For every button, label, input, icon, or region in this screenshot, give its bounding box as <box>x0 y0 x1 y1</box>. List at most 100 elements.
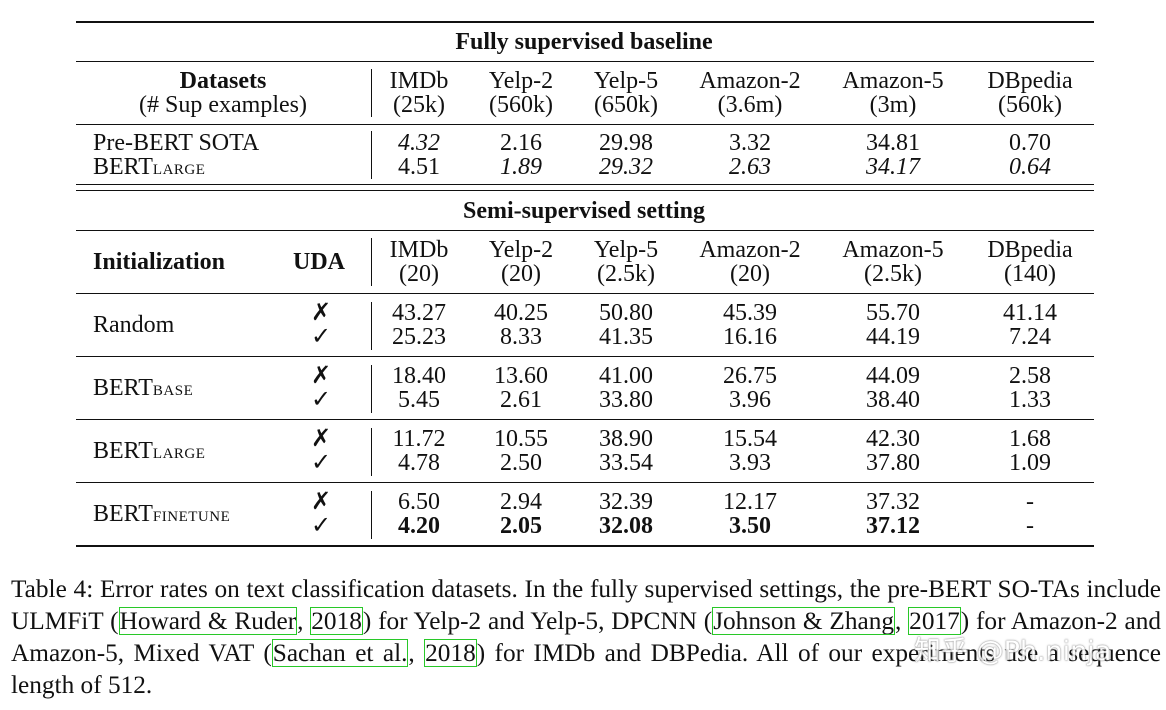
top-dataset-size: (25k) <box>393 92 445 118</box>
rule-group-3 <box>76 482 1094 483</box>
citation-year-2017[interactable]: 2017 <box>908 607 961 635</box>
uda-heading: UDA <box>293 249 345 275</box>
check-mark: ✓ <box>310 324 332 350</box>
cell-uda: 32.08 <box>599 513 653 539</box>
cell-uda: 25.23 <box>392 324 446 350</box>
top-row-label: BERTLARGE <box>93 155 205 182</box>
cell-no-uda: 13.60 <box>494 363 548 389</box>
cell-no-uda: 1.68 <box>1009 426 1051 452</box>
watermark: 知乎 @Ph.ninja <box>914 636 1112 667</box>
group-label-subscript: FINETUNE <box>152 509 231 525</box>
cross-mark: ✗ <box>310 426 332 452</box>
citation-sachan-et-al[interactable]: Sachan et al. <box>271 639 409 667</box>
cell-no-uda: 12.17 <box>723 489 777 515</box>
top-dataset-name: Amazon-2 <box>699 68 801 94</box>
top-cell: 2.16 <box>500 130 542 156</box>
cell-uda: 2.50 <box>500 450 542 476</box>
cell-uda: 5.45 <box>398 387 440 413</box>
sep-group-1 <box>371 302 372 350</box>
cell-uda: 1.09 <box>1009 450 1051 476</box>
cell-uda: 3.93 <box>729 450 771 476</box>
cell-no-uda: 32.39 <box>599 489 653 515</box>
citation-johnson-zhang[interactable]: Johnson & Zhang <box>712 607 896 635</box>
datasets-heading: Datasets <box>179 68 267 94</box>
cell-no-uda: 15.54 <box>723 426 777 452</box>
top-dataset-size: (3m) <box>869 92 917 118</box>
bottom-dataset-size: (20) <box>501 261 541 287</box>
citation-year-2018-a[interactable]: 2018 <box>310 607 363 635</box>
cell-no-uda: 18.40 <box>392 363 446 389</box>
bottom-dataset-name: DBpedia <box>987 237 1073 263</box>
rule-under-header-1 <box>76 124 1094 125</box>
rule-group-2 <box>76 419 1094 420</box>
bottom-dataset-name: Amazon-2 <box>699 237 801 263</box>
bottom-dataset-size: (2.5k) <box>597 261 655 287</box>
cell-no-uda: 41.14 <box>1003 300 1057 326</box>
sup-examples-heading: (# Sup examples) <box>139 92 307 118</box>
cell-no-uda: 44.09 <box>866 363 920 389</box>
cell-no-uda: 26.75 <box>723 363 777 389</box>
group-label: BERTLARGE <box>93 439 205 466</box>
group-label-text: BERT <box>93 375 153 401</box>
top-dataset-size: (560k) <box>998 92 1062 118</box>
top-cell: 4.51 <box>398 154 440 180</box>
caption-text-1: Table 4: Error rates on text classificat… <box>11 575 1161 635</box>
top-row-label: Pre-BERT SOTA <box>93 130 260 156</box>
cell-no-uda: 43.27 <box>392 300 446 326</box>
sep-header-1 <box>371 69 372 117</box>
bottom-section-title: Semi-supervised setting <box>463 198 705 224</box>
top-dataset-name: Yelp-2 <box>488 68 554 94</box>
citation-howard-ruder[interactable]: Howard & Ruder <box>118 607 298 635</box>
sep-group-4 <box>371 491 372 539</box>
group-label: BERTFINETUNE <box>93 502 230 529</box>
cell-uda: 3.96 <box>729 387 771 413</box>
group-label: Random <box>93 312 175 338</box>
cell-uda: 38.40 <box>866 387 920 413</box>
double-rule-a <box>76 184 1094 185</box>
cell-no-uda: 41.00 <box>599 363 653 389</box>
cell-no-uda: 10.55 <box>494 426 548 452</box>
caption-sep-2: , <box>895 607 909 635</box>
top-dataset-size: (560k) <box>489 92 553 118</box>
top-rule <box>76 21 1094 23</box>
cell-no-uda: 2.94 <box>500 489 542 515</box>
caption-text-2: ) for Yelp-2 and Yelp-5, DPCNN ( <box>362 607 713 635</box>
top-dataset-name: Yelp-5 <box>593 68 659 94</box>
cross-mark: ✗ <box>310 363 332 389</box>
rule-under-title-1 <box>76 61 1094 62</box>
cell-uda: 33.54 <box>599 450 653 476</box>
cell-no-uda: 42.30 <box>866 426 920 452</box>
top-cell: 29.32 <box>599 154 653 180</box>
cell-no-uda: 38.90 <box>599 426 653 452</box>
caption-text-4: ) for IMDb and DBPedia. All of our exper… <box>11 639 1161 699</box>
group-label-subscript: LARGE <box>152 446 206 462</box>
check-mark: ✓ <box>310 387 332 413</box>
top-dataset-name: Amazon-5 <box>842 68 944 94</box>
citation-year-2018-b[interactable]: 2018 <box>424 639 477 667</box>
rule-under-title-2 <box>76 230 1094 231</box>
group-label-text: BERT <box>93 438 153 464</box>
cell-uda: 41.35 <box>599 324 653 350</box>
cell-uda: - <box>1026 513 1034 539</box>
top-cell: 3.32 <box>729 130 771 156</box>
top-cell: 0.64 <box>1009 154 1051 180</box>
bottom-dataset-size: (140) <box>1004 261 1056 287</box>
top-cell: 2.63 <box>729 154 771 180</box>
sep-header-2 <box>371 238 372 286</box>
caption-text-3: ) for Amazon-2 and Amazon-5, Mixed VAT ( <box>11 607 1161 667</box>
check-mark: ✓ <box>310 450 332 476</box>
bottom-rule <box>76 545 1094 547</box>
cell-uda: 7.24 <box>1009 324 1051 350</box>
rule-under-header-2 <box>76 293 1094 294</box>
bottom-dataset-size: (20) <box>730 261 770 287</box>
sep-group-2 <box>371 365 372 413</box>
cell-uda: 8.33 <box>500 324 542 350</box>
table-caption: Table 4: Error rates on text classificat… <box>11 573 1161 701</box>
cell-uda: 37.12 <box>866 513 920 539</box>
top-dataset-size: (650k) <box>594 92 658 118</box>
top-cell: 34.17 <box>866 154 920 180</box>
cell-uda: 44.19 <box>866 324 920 350</box>
bottom-dataset-size: (20) <box>399 261 439 287</box>
top-section-title: Fully supervised baseline <box>455 29 713 55</box>
top-cell: 1.89 <box>500 154 542 180</box>
